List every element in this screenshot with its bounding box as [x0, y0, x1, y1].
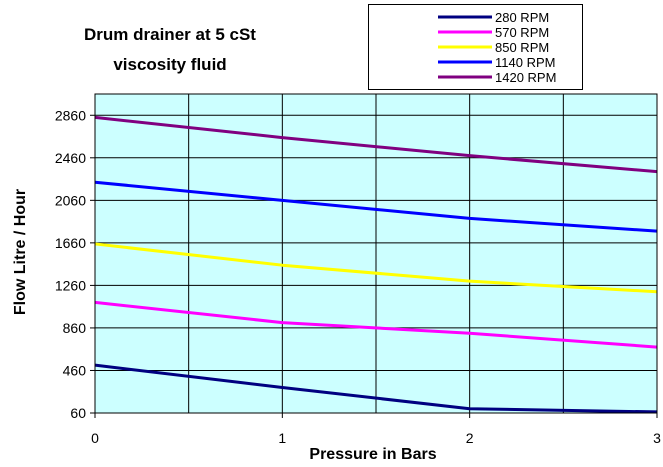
y-tick-label: 2460	[55, 150, 86, 166]
series-line-2	[94, 300, 658, 349]
legend-label-2: 570 RPM	[495, 25, 549, 40]
y-tick-label: 1660	[55, 235, 86, 251]
series-line-4	[94, 180, 658, 233]
legend-label-1: 280 RPM	[495, 10, 549, 25]
x-tick-label: 2	[466, 430, 474, 446]
y-tick-label: 860	[63, 320, 87, 336]
chart-title-line-1: Drum drainer at 5 cSt	[84, 25, 256, 44]
series-line-3	[94, 242, 658, 294]
y-tick-label: 2060	[55, 192, 86, 208]
series-lines	[94, 115, 658, 414]
y-tick-label: 2860	[55, 107, 86, 123]
legend-label-4: 1140 RPM	[495, 55, 555, 70]
chart-title-line-2: viscosity fluid	[113, 55, 226, 74]
legend-label-5: 1420 RPM	[495, 70, 556, 85]
y-axis-label: Flow Litre / Hour	[12, 189, 29, 315]
legend-label-3: 850 RPM	[495, 40, 549, 55]
x-tick-label: 3	[653, 430, 661, 446]
series-line-1	[94, 363, 658, 414]
y-tick-label: 1260	[55, 277, 86, 293]
y-axis-ticks: 60 460 860 1260 1660 2060 2460 2860	[55, 107, 95, 421]
x-tick-label: 1	[278, 430, 286, 446]
x-tick-label: 0	[91, 430, 99, 446]
plot-border	[94, 93, 658, 414]
y-tick-label: 60	[70, 405, 86, 421]
x-axis-label: Pressure in Bars	[309, 446, 436, 463]
x-axis-ticks: 0 1 2 3	[91, 413, 661, 446]
y-tick-label: 460	[63, 362, 87, 378]
series-line-5	[94, 115, 658, 174]
